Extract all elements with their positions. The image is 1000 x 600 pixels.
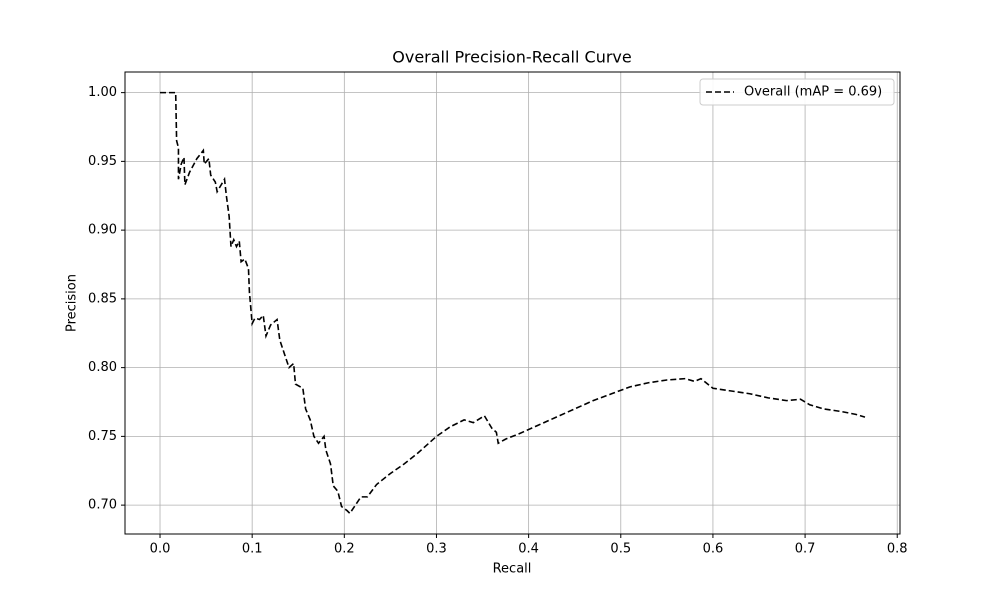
- y-tick-label: 0.90: [88, 223, 117, 238]
- plot-frame: [124, 71, 901, 535]
- x-tick-label: 0.5: [610, 542, 631, 557]
- y-tick-label: 1.00: [88, 85, 117, 100]
- x-tick-label: 0.8: [887, 542, 908, 557]
- y-tick-label: 0.70: [88, 498, 117, 513]
- legend-box: [699, 78, 895, 106]
- y-tick-label: 0.80: [88, 360, 117, 375]
- x-tick-label: 0.7: [795, 542, 816, 557]
- y-axis-label: Precision: [65, 274, 80, 332]
- y-tick-label: 0.85: [88, 291, 117, 306]
- x-tick-label: 0.2: [334, 542, 355, 557]
- line-series: [160, 91, 866, 515]
- x-tick-label: 0.0: [150, 542, 171, 557]
- y-tick-label: 0.95: [88, 154, 117, 169]
- legend-label: Overall (mAP = 0.69): [744, 85, 882, 100]
- chart-title: Overall Precision-Recall Curve: [392, 48, 631, 67]
- y-tick-label: 0.75: [88, 429, 117, 444]
- x-tick-label: 0.3: [426, 542, 447, 557]
- x-tick-label: 0.1: [242, 542, 263, 557]
- x-axis-label: Recall: [493, 562, 532, 577]
- x-tick-label: 0.4: [518, 542, 539, 557]
- x-tick-label: 0.6: [703, 542, 724, 557]
